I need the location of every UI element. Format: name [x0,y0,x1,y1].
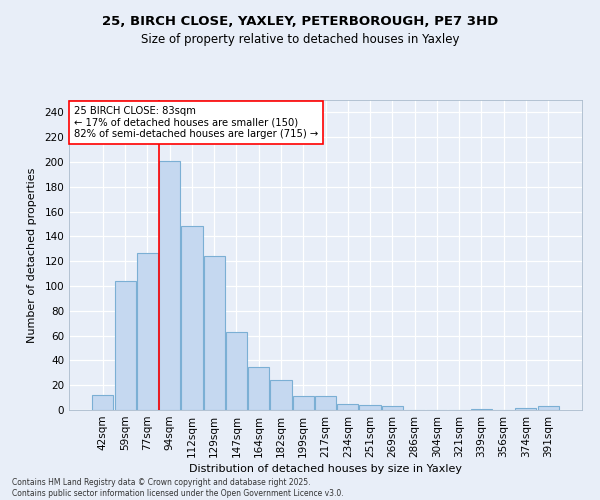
Bar [515,408,536,410]
Text: Contains HM Land Registry data © Crown copyright and database right 2025.
Contai: Contains HM Land Registry data © Crown c… [12,478,344,498]
Bar [359,405,380,410]
Bar [137,252,158,410]
Bar [203,256,225,410]
Text: Size of property relative to detached houses in Yaxley: Size of property relative to detached ho… [141,32,459,46]
Bar [248,366,269,410]
Bar [226,332,247,410]
Bar [382,406,403,410]
Bar [115,281,136,410]
Text: 25, BIRCH CLOSE, YAXLEY, PETERBOROUGH, PE7 3HD: 25, BIRCH CLOSE, YAXLEY, PETERBOROUGH, P… [102,15,498,28]
Bar [538,406,559,410]
Bar [337,404,358,410]
Text: 25 BIRCH CLOSE: 83sqm
← 17% of detached houses are smaller (150)
82% of semi-det: 25 BIRCH CLOSE: 83sqm ← 17% of detached … [74,106,319,140]
Bar [92,395,113,410]
Bar [315,396,336,410]
Bar [271,380,292,410]
Bar [181,226,203,410]
Bar [159,161,180,410]
X-axis label: Distribution of detached houses by size in Yaxley: Distribution of detached houses by size … [189,464,462,474]
Y-axis label: Number of detached properties: Number of detached properties [28,168,37,342]
Bar [293,396,314,410]
Bar [471,409,492,410]
